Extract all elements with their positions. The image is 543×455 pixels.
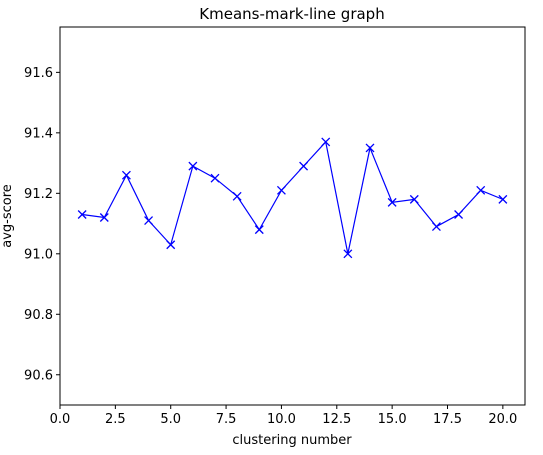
data-point-marker bbox=[188, 161, 198, 171]
data-point-marker bbox=[476, 185, 486, 195]
x-tick-label: 15.0 bbox=[378, 412, 407, 427]
x-axis-label: clustering number bbox=[232, 433, 352, 448]
y-tick-label: 90.6 bbox=[24, 368, 53, 383]
data-point-marker bbox=[121, 170, 131, 180]
x-tick-label: 12.5 bbox=[322, 412, 351, 427]
data-point-marker bbox=[99, 213, 109, 222]
data-point-marker bbox=[387, 197, 397, 207]
data-point-marker bbox=[498, 194, 508, 204]
data-point-marker bbox=[343, 249, 353, 259]
series-layer bbox=[77, 137, 508, 259]
y-tick-label: 90.8 bbox=[24, 308, 53, 323]
y-axis-label: avg-score bbox=[0, 184, 15, 248]
y-tick-label: 91.4 bbox=[24, 126, 53, 141]
data-point-marker bbox=[276, 185, 286, 195]
data-point-marker bbox=[409, 194, 419, 204]
data-point-marker bbox=[232, 191, 242, 201]
data-point-marker bbox=[454, 210, 464, 219]
data-point-marker bbox=[77, 210, 87, 219]
x-tick-label: 0.0 bbox=[50, 412, 71, 427]
y-tick-label: 91.0 bbox=[24, 247, 53, 262]
series-line bbox=[82, 140, 504, 254]
x-tick-label: 20.0 bbox=[488, 412, 517, 427]
y-tick-label: 91.2 bbox=[24, 187, 53, 202]
data-point-marker bbox=[144, 216, 154, 225]
x-tick-label: 5.0 bbox=[160, 412, 181, 427]
x-axis-ticks: 0.0 2.5 5.0 7.5 10.0 12.5 15.0 17.5 20.0 bbox=[50, 405, 517, 427]
data-point-marker bbox=[254, 225, 264, 235]
x-tick-label: 10.0 bbox=[267, 412, 296, 427]
x-tick-label: 7.5 bbox=[216, 412, 237, 427]
x-tick-label: 17.5 bbox=[433, 412, 462, 427]
y-axis-ticks: 90.6 90.8 91.0 91.2 91.4 91.6 bbox=[24, 66, 60, 383]
x-tick-label: 2.5 bbox=[105, 412, 126, 427]
chart-title: Kmeans-mark-line graph bbox=[199, 5, 384, 23]
data-point-marker bbox=[431, 222, 441, 232]
data-point-marker bbox=[166, 240, 176, 250]
data-point-marker bbox=[365, 143, 375, 153]
y-tick-label: 91.6 bbox=[24, 66, 53, 81]
plot-frame bbox=[59, 26, 526, 406]
data-point-marker bbox=[299, 161, 309, 171]
data-point-marker bbox=[321, 137, 331, 147]
data-point-marker bbox=[210, 173, 220, 183]
